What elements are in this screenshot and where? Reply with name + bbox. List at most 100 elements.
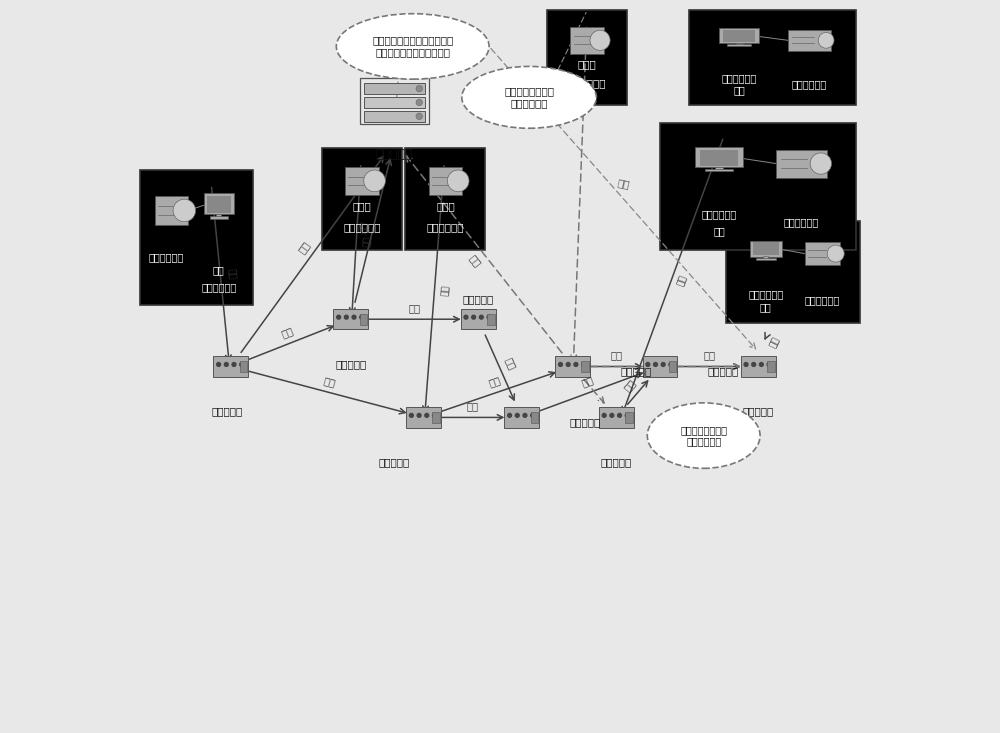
Text: 出口: 出口 <box>733 86 745 95</box>
Circle shape <box>602 413 606 417</box>
Circle shape <box>574 363 578 366</box>
Circle shape <box>646 363 650 366</box>
Text: 云路径终端: 云路径终端 <box>601 457 632 468</box>
Circle shape <box>759 363 763 366</box>
Bar <box>207 196 231 213</box>
Bar <box>669 361 676 372</box>
Text: 云路径终端: 云路径终端 <box>743 407 774 416</box>
Circle shape <box>661 363 665 366</box>
Text: 出口: 出口 <box>713 226 725 236</box>
Text: 车道收费系统: 车道收费系统 <box>792 79 827 89</box>
Text: 入口: 入口 <box>213 265 225 275</box>
Circle shape <box>224 363 228 366</box>
Text: 传递: 传递 <box>279 326 294 339</box>
Text: 云路径终端: 云路径终端 <box>463 294 494 303</box>
Bar <box>736 43 743 45</box>
Circle shape <box>447 170 469 192</box>
Text: 射频路侧单元: 射频路侧单元 <box>748 290 784 299</box>
Bar <box>216 213 221 217</box>
Circle shape <box>464 315 468 319</box>
Bar <box>660 123 856 250</box>
Bar <box>406 408 441 427</box>
Text: 射频路侧单元: 射频路侧单元 <box>343 221 381 232</box>
Circle shape <box>744 363 748 366</box>
Bar <box>213 356 248 377</box>
Bar <box>767 361 775 372</box>
Text: 标识点: 标识点 <box>578 59 597 69</box>
Circle shape <box>240 363 244 366</box>
Text: 传递: 传递 <box>703 350 715 361</box>
Circle shape <box>409 413 413 417</box>
Text: 射频路侧单元: 射频路侧单元 <box>722 73 757 83</box>
Circle shape <box>566 363 570 366</box>
Text: 云路径终端: 云路径终端 <box>569 417 600 427</box>
Bar <box>360 314 367 325</box>
Circle shape <box>625 413 629 417</box>
Text: 获取: 获取 <box>467 253 483 268</box>
Circle shape <box>618 413 621 417</box>
Text: 传递: 传递 <box>503 356 517 372</box>
Circle shape <box>472 315 476 319</box>
Text: 上传: 上传 <box>296 240 311 255</box>
Circle shape <box>559 363 562 366</box>
Bar <box>555 356 590 377</box>
Text: 出口: 出口 <box>760 303 772 312</box>
Bar <box>715 166 723 170</box>
Circle shape <box>416 85 423 92</box>
Text: 云路径终端: 云路径终端 <box>335 359 366 369</box>
Ellipse shape <box>462 67 596 128</box>
Text: 射频路侧单元: 射频路侧单元 <box>701 210 737 219</box>
Bar <box>333 309 368 329</box>
Circle shape <box>610 413 614 417</box>
Bar <box>805 243 840 265</box>
Text: 车道收费系统: 车道收费系统 <box>784 217 819 227</box>
Circle shape <box>818 32 834 48</box>
Text: 传递: 传递 <box>622 377 638 393</box>
Text: 由于标识点故障，出口站没有
车辆路径信息，从云端获取: 由于标识点故障，出口站没有 车辆路径信息，从云端获取 <box>372 36 453 57</box>
Bar <box>429 166 462 195</box>
Circle shape <box>364 170 385 192</box>
Bar <box>210 216 228 218</box>
Text: 云路径终端: 云路径终端 <box>620 366 651 377</box>
Text: 标识点故障，路径
没有向前传递: 标识点故障，路径 没有向前传递 <box>680 425 727 446</box>
Circle shape <box>425 413 429 417</box>
Text: 云路径终端: 云路径终端 <box>212 407 243 416</box>
Text: 云路径终端: 云路径终端 <box>707 366 739 377</box>
Text: 采集: 采集 <box>362 235 372 246</box>
Bar <box>599 408 634 427</box>
Circle shape <box>515 413 519 417</box>
Bar <box>155 196 188 225</box>
Text: 云路径云端: 云路径云端 <box>376 148 413 161</box>
Circle shape <box>523 413 527 417</box>
Circle shape <box>479 315 483 319</box>
Bar <box>726 221 860 323</box>
Circle shape <box>508 413 512 417</box>
Ellipse shape <box>647 403 760 468</box>
Bar <box>204 194 234 214</box>
Circle shape <box>752 363 756 366</box>
Circle shape <box>590 30 610 51</box>
Bar <box>700 150 738 166</box>
Text: 标识点: 标识点 <box>436 202 455 211</box>
Bar <box>753 243 779 255</box>
Bar <box>547 10 627 105</box>
Bar <box>570 27 604 54</box>
Text: 标识点故障，采集
不到车辆信息: 标识点故障，采集 不到车辆信息 <box>504 86 554 108</box>
Bar <box>788 30 831 51</box>
Text: 获取: 获取 <box>617 177 631 189</box>
Circle shape <box>433 413 436 417</box>
Text: 传递: 传递 <box>409 303 421 313</box>
Bar <box>405 148 485 250</box>
Circle shape <box>173 199 196 221</box>
Text: 标识点: 标识点 <box>352 202 371 211</box>
Bar <box>741 356 776 377</box>
Bar <box>360 78 429 124</box>
Circle shape <box>767 363 771 366</box>
Circle shape <box>827 245 844 262</box>
Bar <box>345 166 379 195</box>
Bar <box>140 170 253 305</box>
Text: 传递: 传递 <box>580 375 595 388</box>
Text: 射频路侧单元: 射频路侧单元 <box>569 78 606 88</box>
Text: 传递: 传递 <box>487 375 502 388</box>
Bar <box>719 29 759 43</box>
